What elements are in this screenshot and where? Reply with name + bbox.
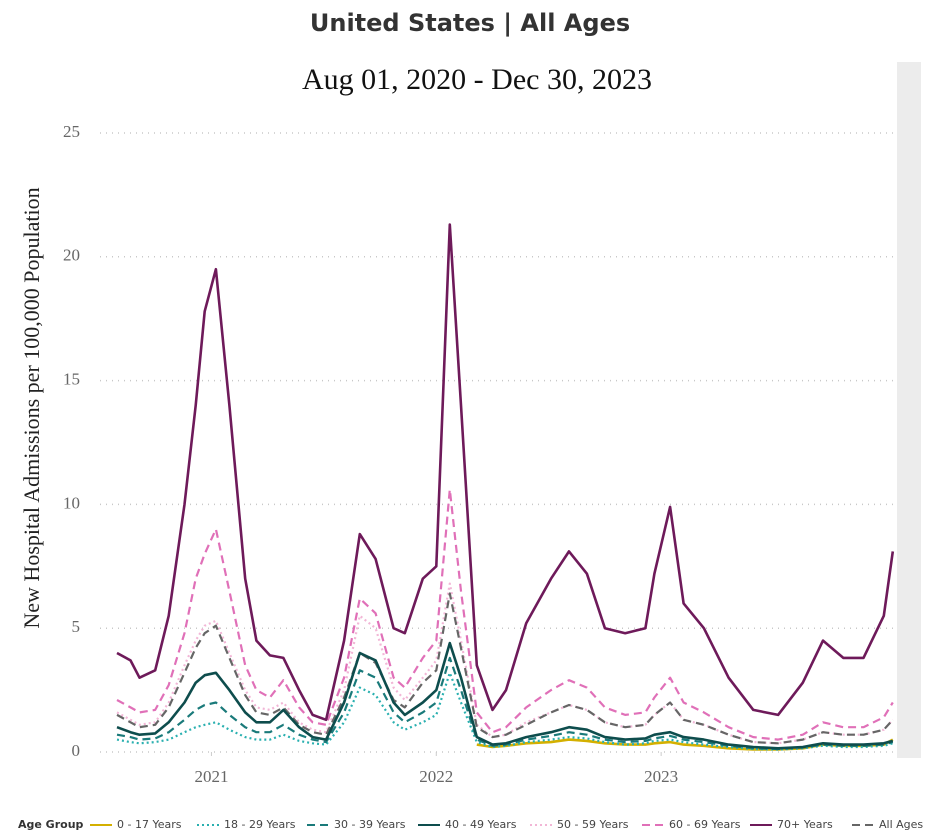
x-tick-label: 2023	[644, 767, 678, 786]
legend-label: 30 - 39 Years	[334, 818, 406, 831]
y-tick-label: 15	[63, 370, 80, 389]
series-line	[116, 582, 894, 745]
legend-label: 18 - 29 Years	[224, 818, 296, 831]
legend-label: All Ages	[879, 818, 923, 831]
chart-subtitle: Aug 01, 2020 - Dec 30, 2023	[302, 63, 652, 96]
x-tick-label: 2021	[194, 767, 228, 786]
y-axis-label: New Hospital Admissions per 100,000 Popu…	[19, 187, 44, 628]
series-line	[116, 223, 895, 722]
y-tick-label: 20	[63, 246, 80, 265]
y-tick-label: 5	[72, 617, 81, 636]
series-line	[116, 592, 894, 745]
series-line	[116, 656, 894, 751]
legend-label: 60 - 69 Years	[669, 818, 741, 831]
scroll-band	[897, 62, 921, 758]
chart-title: United States | All Ages	[310, 9, 630, 37]
series-line	[116, 488, 894, 741]
y-tick-label: 0	[72, 741, 81, 760]
x-tick-label: 2022	[419, 767, 453, 786]
series-line	[116, 641, 894, 750]
legend-label: 0 - 17 Years	[117, 818, 182, 831]
y-tick-label: 25	[63, 122, 80, 141]
y-tick-label: 10	[63, 493, 80, 512]
series-line	[116, 671, 894, 751]
legend-label: 40 - 49 Years	[445, 818, 517, 831]
legend-label: 70+ Years	[777, 818, 833, 831]
legend-label: 50 - 59 Years	[557, 818, 629, 831]
legend-title: Age Group	[18, 818, 84, 831]
